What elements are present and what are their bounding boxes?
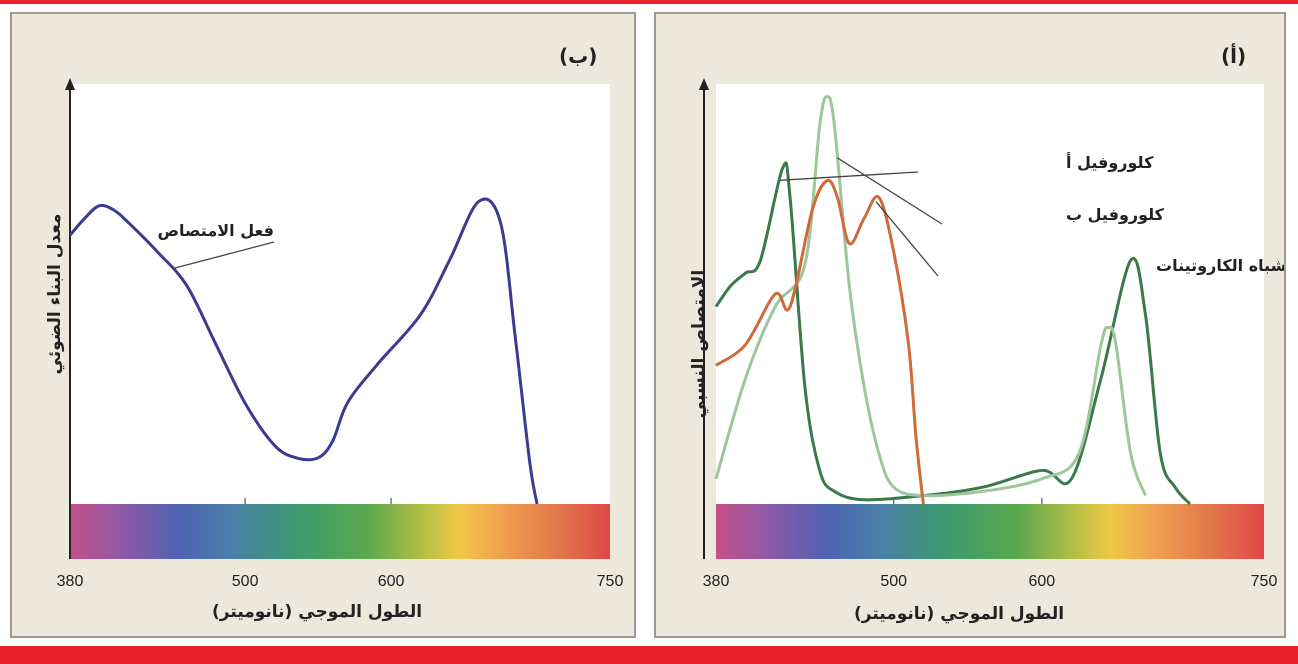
panel-b-x-axis-label: الطول الموجي (نانوميتر) [212,602,423,622]
series-annotation-label: اشباه الكاروتينات [1156,256,1284,275]
annotation-leader-line [779,171,919,181]
x-tick-label: 380 [57,573,84,590]
plot-area [70,84,610,504]
series-line-1 [714,161,1192,506]
bottom-red-border [0,646,1298,664]
x-tick-label: 750 [597,573,624,590]
x-tick-label: 600 [378,573,405,590]
panel-b: 380 500 600 750 فعل الامتصاص (ب) معدل البناء… [10,12,636,638]
series-line-2 [714,95,1147,498]
y-axis-arrow-icon [65,78,75,90]
series-line-1 [68,197,539,505]
x-tick-label: 500 [880,573,907,590]
panel-a: 380 500 600 750 كلوروفيل أ كلوروفيل ب اشباه ال… [654,12,1286,638]
series-annotation-label: فعل الامتصاص [158,221,275,240]
photosynthesis-rate-chart: 380 500 600 750 فعل الامتصاص [57,78,624,590]
series-annotation-label: كلوروفيل ب [1066,205,1165,224]
series-annotation-label: كلوروفيل أ [1066,152,1154,172]
x-tick-label: 380 [703,573,730,590]
x-tick-label: 750 [1251,573,1278,590]
visible-spectrum-bar [70,504,610,559]
visible-spectrum-bar [716,504,1264,559]
x-tick-label: 600 [1028,573,1055,590]
annotation-leader-line [875,201,939,277]
panel-b-y-axis-label: معدل البناء الضوئي [45,213,65,375]
top-red-border [0,0,1298,4]
plot-area [716,84,1264,504]
annotation-leader-line [837,157,943,225]
series-line-3 [715,178,925,505]
y-axis-arrow-icon [699,78,709,90]
relative-absorption-chart: 380 500 600 750 كلوروفيل أ كلوروفيل ب اشباه ال… [699,78,1284,590]
panel-a-label: (أ) [1221,44,1247,68]
annotation-leader-line [171,241,275,270]
panel-a-x-axis-label: الطول الموجي (نانوميتر) [854,604,1065,624]
panel-b-label: (ب) [559,44,598,68]
panel-a-y-axis-label: الامتصاص النسبي [689,269,709,419]
x-tick-label: 500 [232,573,259,590]
